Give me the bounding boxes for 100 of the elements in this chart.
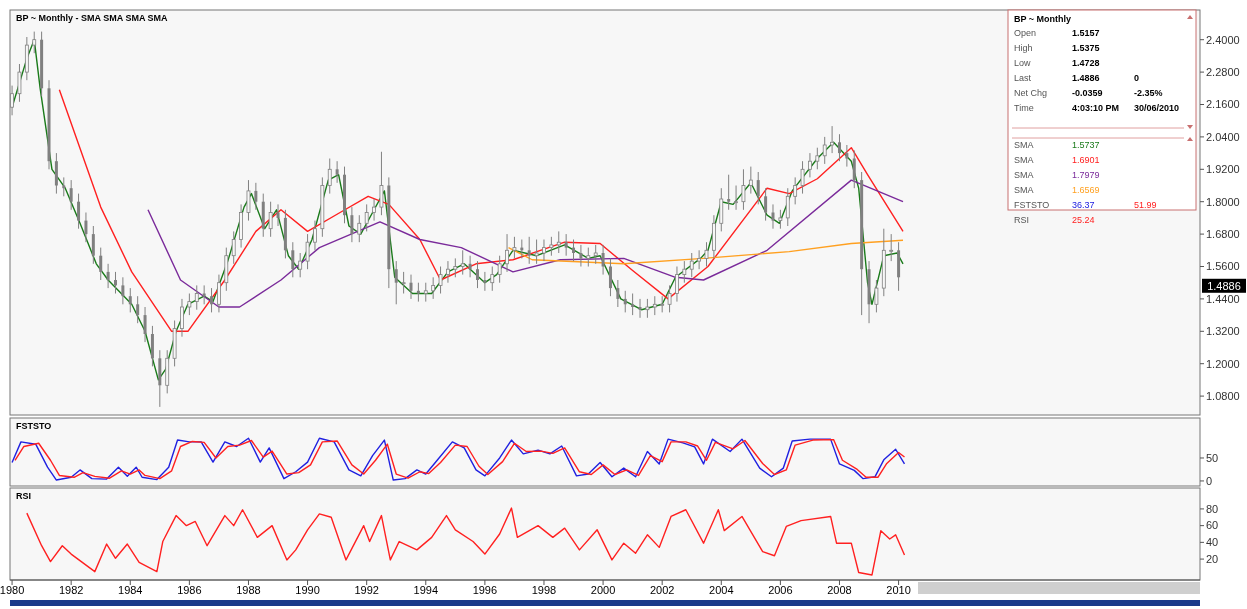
candlestick [17, 63, 22, 103]
x-tick-label: 1984 [118, 584, 143, 596]
y-tick-label: 1.4400 [1206, 292, 1240, 305]
annotation: 4:03:10 PM [1072, 103, 1120, 113]
candlestick [379, 151, 384, 216]
annotation: High [1014, 43, 1033, 53]
annotation: 1.5375 [1072, 43, 1100, 53]
y-tick-label: 1.9200 [1206, 163, 1240, 176]
candlestick [771, 203, 775, 230]
y-tick-label: 1.0800 [1206, 389, 1240, 402]
candlestick [453, 257, 458, 278]
candlestick [572, 239, 576, 262]
annotation: 36.37 [1072, 200, 1095, 210]
candlestick [475, 260, 479, 289]
x-tick-label: 2004 [709, 584, 734, 596]
candlestick [800, 160, 805, 195]
y-tick-label: 1.5600 [1206, 260, 1240, 273]
candlestick [490, 266, 495, 292]
x-tick-label: 1988 [236, 584, 261, 596]
candlestick [291, 241, 295, 278]
y-tick-label: 60 [1206, 519, 1219, 532]
candlestick [327, 158, 332, 195]
annotation: -0.0359 [1072, 88, 1103, 98]
candlestick [431, 276, 436, 300]
x-tick-label: 2002 [649, 584, 675, 596]
candlestick [837, 133, 841, 162]
candlestick [704, 241, 709, 267]
x-tick-label: 1982 [58, 584, 84, 596]
candlestick [734, 185, 738, 211]
candlestick [246, 179, 251, 222]
candlestick [601, 244, 605, 276]
annotation: SMA [1014, 170, 1034, 180]
annotation: 1.6569 [1072, 185, 1100, 195]
candlestick [254, 182, 258, 211]
candlestick [446, 260, 450, 284]
candlestick [549, 236, 554, 257]
candlestick [114, 271, 117, 294]
candlestick [689, 252, 694, 278]
x-tick-label: 1986 [177, 584, 202, 596]
candlestick [748, 166, 753, 195]
candlestick [335, 160, 339, 184]
candlestick [645, 298, 650, 319]
x-tick-label: 1992 [354, 584, 379, 596]
annotation: Low [1014, 58, 1032, 68]
candlestick [793, 176, 798, 205]
candlestick [313, 220, 317, 251]
annotation: Net Chg [1014, 88, 1048, 98]
candlestick [180, 298, 184, 338]
y-tick-label: 40 [1206, 536, 1219, 549]
candlestick [268, 201, 273, 238]
candlestick [298, 252, 303, 278]
annotation: 51.99 [1134, 200, 1157, 210]
candlestick [357, 214, 362, 243]
candlestick [217, 274, 221, 313]
candlestick [409, 274, 413, 300]
candlestick [564, 233, 568, 257]
candlestick [350, 206, 354, 243]
annotation: FSTSTO [1014, 200, 1050, 210]
candlestick [638, 298, 642, 319]
candlestick [423, 282, 428, 303]
annotation: SMA [1014, 140, 1034, 150]
candlestick [128, 287, 132, 313]
chart-title: RSI [16, 491, 32, 501]
candlestick [874, 279, 879, 313]
candlestick [483, 271, 487, 292]
y-tick-label: 1.3200 [1206, 325, 1240, 338]
candlestick [785, 187, 790, 227]
candlestick [468, 255, 472, 278]
annotation: 1.4728 [1072, 58, 1100, 68]
x-tick-label: 1994 [413, 584, 439, 596]
candlestick [778, 209, 783, 230]
candlestick [305, 233, 310, 270]
x-tick-label: 1998 [531, 584, 557, 596]
x-tick-label: 2000 [590, 584, 616, 596]
candlestick [631, 293, 635, 316]
candlestick [556, 230, 561, 254]
y-tick-label: 20 [1206, 552, 1219, 565]
candlestick [852, 149, 856, 189]
annotation: SMA [1014, 155, 1034, 165]
candlestick [727, 174, 731, 211]
candlestick [845, 144, 849, 168]
line-series [58, 88, 904, 332]
candlestick [682, 260, 687, 284]
annotation: 1.5737 [1072, 140, 1100, 150]
annotation: 0 [1134, 73, 1140, 83]
candlestick [106, 263, 110, 289]
y-tick-label: 2.1600 [1206, 98, 1240, 111]
y-tick-label: 2.0400 [1206, 130, 1240, 143]
x-tick-label: 2006 [768, 584, 793, 596]
candlestick [822, 136, 827, 165]
annotation: Time [1014, 103, 1034, 113]
candlestick [697, 249, 702, 270]
annotation: Last [1014, 73, 1032, 83]
annotation: 1.5157 [1072, 28, 1100, 38]
candlestick [276, 203, 280, 227]
candlestick [401, 271, 406, 294]
x-tick-label: 2008 [827, 584, 852, 596]
candlestick [512, 236, 517, 259]
y-tick-label: 50 [1206, 451, 1219, 464]
candlestick [579, 244, 583, 267]
